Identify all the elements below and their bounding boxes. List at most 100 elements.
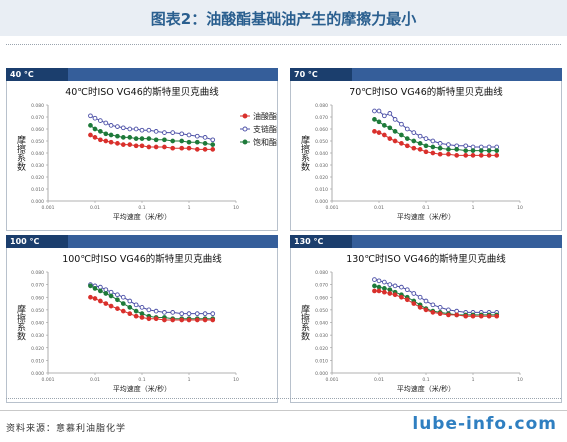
data-point — [194, 139, 200, 145]
x-axis-label: 平均速度（米/秒） — [113, 384, 171, 393]
data-point — [404, 297, 410, 303]
data-point — [186, 139, 192, 145]
data-point — [120, 135, 126, 140]
data-point — [88, 294, 93, 300]
data-point — [437, 304, 443, 310]
data-point — [103, 301, 109, 306]
data-point — [411, 291, 417, 296]
y-tick-label: 0.050 — [31, 308, 44, 314]
y-tick-label: 0.010 — [315, 187, 328, 193]
y-tick-label: 0.000 — [31, 199, 44, 205]
data-point — [108, 303, 114, 309]
data-point — [179, 131, 185, 137]
data-point — [202, 141, 208, 146]
data-point — [162, 137, 167, 143]
data-point — [98, 129, 103, 134]
chart-title: 100℃时ISO VG46的斯特里贝克曲线 — [62, 253, 222, 265]
data-point — [194, 311, 200, 317]
data-point — [133, 136, 139, 141]
data-point — [88, 283, 93, 289]
data-point — [194, 317, 200, 323]
x-tick-label: 0.01 — [90, 377, 100, 383]
series-line — [374, 285, 497, 316]
legend-label: 支链酯 — [253, 124, 277, 134]
y-tick-label: 0.000 — [315, 199, 328, 205]
data-point — [423, 298, 429, 304]
x-tick-label: 0.1 — [138, 377, 145, 383]
data-point — [372, 283, 377, 289]
data-point — [120, 125, 126, 131]
data-point — [146, 316, 152, 322]
panel-frame — [6, 81, 278, 231]
data-point — [98, 118, 103, 123]
panel-temperature-label: 100 °C — [6, 235, 68, 248]
data-point — [470, 153, 476, 158]
data-point — [92, 126, 98, 132]
y-tick-label: 0.060 — [31, 127, 44, 133]
data-point — [470, 313, 476, 319]
panel-header: 130 °C — [290, 235, 562, 248]
data-point — [186, 311, 192, 317]
data-point — [186, 317, 192, 323]
series-line — [374, 110, 497, 148]
data-point — [115, 306, 120, 311]
series-line — [90, 115, 213, 141]
panel-frame — [6, 248, 278, 403]
legend-label: 饱和酯 — [253, 137, 277, 147]
data-point — [127, 304, 133, 310]
y-tick-label: 0.080 — [315, 270, 328, 276]
data-point — [133, 308, 139, 314]
panel-header: 70 °C — [290, 68, 562, 81]
data-point — [115, 292, 120, 298]
data-point — [376, 288, 382, 294]
x-tick-label: 0.001 — [326, 377, 339, 383]
legend-label: 油酸酯 — [253, 111, 277, 121]
source-note: 资料来源：意慕利油脂化学 — [6, 424, 127, 434]
data-point — [417, 294, 423, 300]
x-axis-label: 平均速度（米/秒） — [397, 384, 455, 393]
data-point — [376, 278, 382, 284]
data-point — [146, 144, 152, 150]
data-point — [372, 129, 377, 134]
x-tick-label: 0.001 — [42, 205, 55, 211]
data-point — [486, 313, 492, 319]
data-point — [170, 130, 176, 135]
data-point — [115, 141, 120, 146]
data-point — [139, 304, 145, 310]
panel-header-bar — [352, 235, 562, 248]
x-tick-label: 0.1 — [138, 205, 145, 211]
data-point — [430, 138, 436, 144]
data-point — [103, 120, 109, 126]
data-point — [411, 145, 417, 151]
brand-watermark: lube-info.com — [412, 414, 557, 434]
data-point — [382, 132, 387, 138]
panel-header: 40 °C — [6, 68, 278, 81]
data-point — [108, 289, 114, 295]
data-point — [404, 126, 410, 132]
data-point — [88, 123, 93, 128]
data-point — [454, 153, 460, 158]
data-point — [454, 308, 460, 314]
legend-marker — [242, 113, 248, 119]
data-point — [133, 143, 139, 149]
data-point — [127, 311, 133, 317]
data-point — [162, 130, 167, 135]
data-point — [202, 311, 208, 317]
data-point — [382, 289, 387, 295]
y-tick-label: 0.060 — [31, 295, 44, 301]
x-tick-label: 0.01 — [374, 377, 384, 383]
data-point — [417, 304, 423, 310]
panel-header-bar — [68, 68, 278, 81]
panel-temperature-label: 40 °C — [6, 68, 68, 81]
data-point — [92, 115, 98, 121]
data-point — [463, 313, 469, 319]
chart-title: 70℃时ISO VG46的斯特里贝克曲线 — [349, 86, 503, 98]
data-point — [399, 132, 404, 138]
figure-title-bar: 图表2：油酸酯基础油产生的摩擦力最小 — [0, 0, 567, 36]
y-axis-label: 摩擦系数 — [15, 134, 26, 172]
legend-marker — [242, 139, 248, 145]
data-point — [120, 308, 126, 314]
data-point — [139, 315, 145, 320]
data-point — [133, 313, 139, 319]
data-point — [170, 317, 176, 323]
